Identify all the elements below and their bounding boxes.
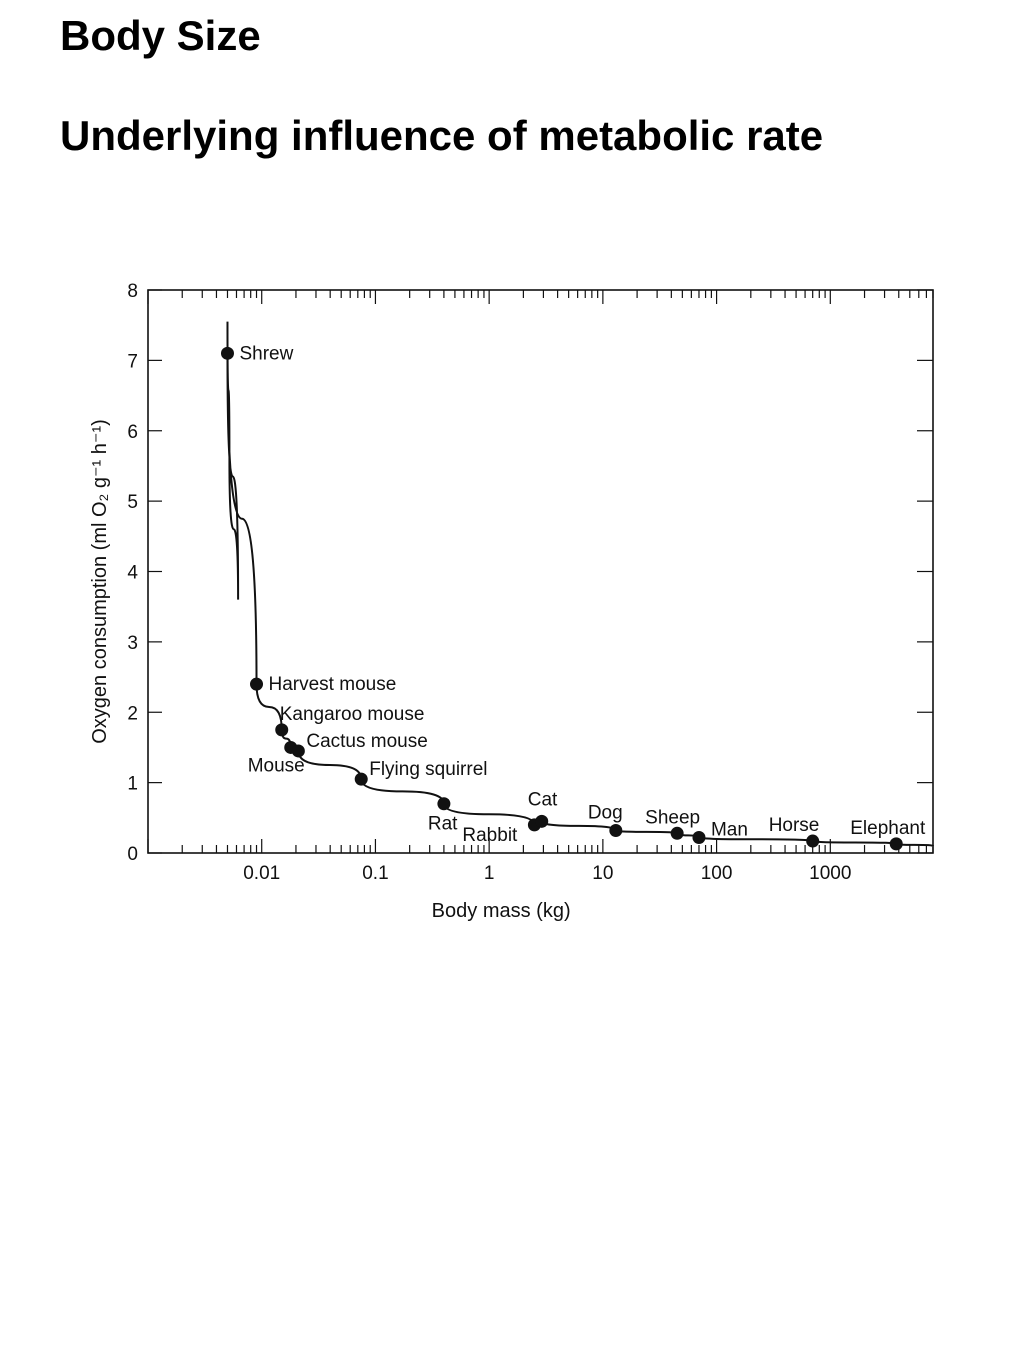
y-tick-label: 2 [127, 703, 138, 724]
data-point [291, 744, 305, 758]
point-label: Shrew [239, 343, 293, 364]
y-tick-label: 3 [127, 633, 138, 654]
point-label: Harvest mouse [269, 674, 397, 695]
data-point [692, 831, 706, 845]
x-tick-label: 0.1 [362, 863, 388, 884]
y-tick-label: 6 [127, 422, 138, 443]
data-point [806, 834, 820, 848]
point-label: Kangaroo mouse [280, 704, 425, 725]
point-label: Rabbit [462, 825, 518, 846]
data-point [535, 814, 549, 828]
slide-title: Body Size [60, 12, 261, 59]
x-tick-label: 1 [484, 863, 495, 884]
point-label: Flying squirrel [369, 759, 487, 780]
point-label: Dog [588, 802, 623, 823]
x-tick-label: 10 [592, 863, 613, 884]
data-point [250, 677, 264, 691]
y-tick-label: 5 [127, 492, 138, 513]
y-axis-title: Oxygen consumption (ml O₂ g⁻¹ h⁻¹) [89, 419, 111, 744]
data-point [275, 723, 289, 737]
point-label: Rat [428, 814, 458, 835]
x-tick-label: 1000 [809, 863, 851, 884]
data-point [670, 826, 684, 840]
point-label: Cactus mouse [306, 731, 427, 752]
point-label: Sheep [645, 807, 700, 828]
point-label: Mouse [248, 755, 305, 776]
point-label: Man [711, 820, 748, 841]
y-tick-label: 8 [127, 281, 138, 302]
data-point [889, 837, 903, 851]
x-tick-label: 0.01 [243, 863, 280, 884]
x-axis-title: Body mass (kg) [432, 900, 571, 922]
point-label: Horse [769, 815, 820, 836]
point-label: Cat [528, 789, 558, 810]
data-point [220, 346, 234, 360]
data-point [437, 797, 451, 811]
point-label: Elephant [850, 818, 926, 839]
data-point [609, 823, 623, 837]
y-tick-label: 7 [127, 351, 138, 372]
y-tick-label: 0 [127, 844, 138, 865]
x-tick-label: 100 [701, 863, 733, 884]
fit-curve [226, 321, 934, 847]
data-point [354, 772, 368, 786]
slide-subtitle: Underlying influence of metabolic rate [60, 112, 824, 159]
y-tick-label: 4 [127, 563, 138, 584]
y-tick-label: 1 [127, 774, 138, 795]
